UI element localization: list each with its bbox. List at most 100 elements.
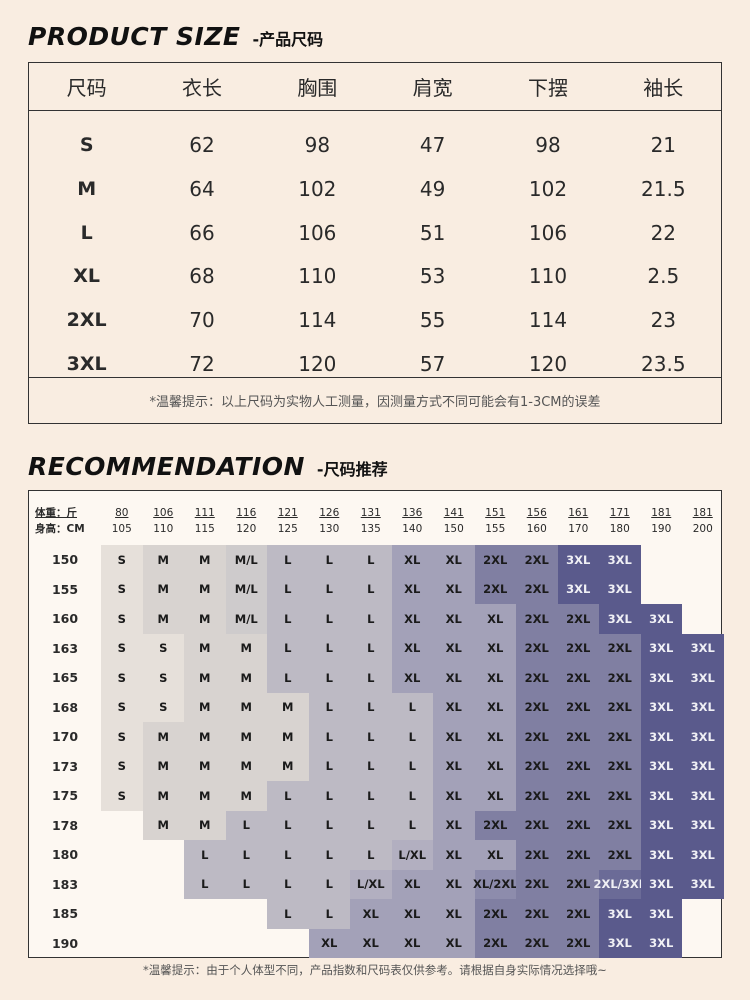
weight-column-header: 116 120 bbox=[226, 505, 266, 537]
height-range-value: 150 bbox=[443, 523, 464, 535]
product-size-subtitle: -产品尺码 bbox=[252, 30, 324, 49]
size-recommendation-cell: L bbox=[267, 574, 309, 604]
size-recommendation-cell: 3XL bbox=[682, 692, 724, 722]
size-recommendation-cell: XL bbox=[350, 899, 392, 929]
size-recommendation-cell: XL bbox=[350, 928, 392, 958]
header-cell: 尺码 bbox=[66, 76, 107, 100]
size-value-cell: 102 bbox=[298, 176, 337, 201]
size-recommendation-cell: 2XL bbox=[557, 899, 599, 929]
size-recommendation-cell: XL bbox=[433, 604, 475, 634]
size-recommendation-cell: L bbox=[391, 781, 433, 811]
height-row-label: 168 bbox=[51, 699, 79, 715]
size-recommendation-cell: 2XL bbox=[557, 810, 599, 840]
size-recommendation-cell: 3XL bbox=[682, 840, 724, 870]
size-recommendation-cell: M bbox=[267, 692, 309, 722]
header-cell: 衣长 bbox=[181, 76, 222, 100]
size-value-cell: 49 bbox=[419, 176, 446, 201]
height-row-label: 150 bbox=[51, 552, 79, 568]
size-recommendation-cell: 2XL bbox=[516, 840, 558, 870]
size-recommendation-cell: S bbox=[101, 751, 143, 781]
size-recommendation-cell: XL bbox=[433, 928, 475, 958]
size-recommendation-cell: M/L bbox=[225, 574, 267, 604]
header-cell: 袖长 bbox=[643, 76, 684, 100]
size-recommendation-cell: L bbox=[391, 810, 433, 840]
weight-column-header: 171 180 bbox=[600, 505, 640, 537]
weight-value: 121 bbox=[277, 507, 298, 519]
weight-value: 111 bbox=[194, 507, 215, 519]
size-recommendation-cell: M bbox=[142, 810, 184, 840]
size-recommendation-cell: 2XL bbox=[557, 781, 599, 811]
size-value-cell: 110 bbox=[298, 264, 337, 289]
size-recommendation-cell: XL bbox=[433, 692, 475, 722]
size-recommendation-cell: 2XL bbox=[557, 869, 599, 899]
size-recommendation-cell: 2XL bbox=[557, 751, 599, 781]
size-recommendation-cell: 2XL bbox=[516, 633, 558, 663]
size-recommendation-cell: 2XL bbox=[557, 633, 599, 663]
size-recommendation-cell: L bbox=[308, 604, 350, 634]
size-recommendation-cell: M bbox=[142, 574, 184, 604]
size-recommendation-cell: 3XL bbox=[599, 574, 641, 604]
size-recommendation-cell: 3XL bbox=[599, 899, 641, 929]
size-label-cell: L bbox=[80, 221, 93, 244]
size-recommendation-cell: 2XL bbox=[599, 840, 641, 870]
size-recommendation-cell: XL bbox=[391, 928, 433, 958]
size-recommendation-cell: XL bbox=[433, 663, 475, 693]
size-value-cell: 57 bbox=[419, 352, 446, 376]
size-recommendation-cell: M bbox=[184, 663, 226, 693]
size-recommendation-cell: M bbox=[142, 604, 184, 634]
size-recommendation-cell: 2XL/3XL bbox=[593, 869, 646, 899]
size-recommendation-cell: 3XL bbox=[682, 781, 724, 811]
size-recommendation-cell: XL bbox=[433, 781, 475, 811]
size-recommendation-cell: L bbox=[350, 751, 392, 781]
size-value-cell: 62 bbox=[189, 133, 215, 157]
size-recommendation-cell: M bbox=[142, 781, 184, 811]
size-recommendation-cell: 2XL bbox=[557, 840, 599, 870]
height-range-value: 200 bbox=[692, 523, 713, 535]
size-value-cell: 114 bbox=[528, 308, 568, 333]
recommendation-note: *温馨提示：由于个人体型不同，产品指数和尺码表仅供参考。请根据自身实际情况选择哦… bbox=[143, 963, 607, 977]
size-recommendation-cell: 3XL bbox=[682, 869, 724, 899]
size-recommendation-cell: L bbox=[184, 869, 226, 899]
size-value-cell: 23.5 bbox=[641, 352, 686, 376]
height-range-value: 120 bbox=[236, 523, 257, 535]
header-cell: 肩宽 bbox=[412, 76, 453, 100]
weight-value: 126 bbox=[319, 507, 340, 519]
size-recommendation-cell: 3XL bbox=[640, 869, 682, 899]
size-recommendation-cell: L bbox=[267, 869, 309, 899]
height-range-value: 160 bbox=[526, 523, 547, 535]
corner-weight-label: 体重：斤 bbox=[35, 507, 77, 519]
size-recommendation-cell: M bbox=[225, 663, 267, 693]
size-recommendation-cell: M bbox=[184, 545, 226, 575]
size-recommendation-cell: S bbox=[101, 663, 143, 693]
size-label-cell: M bbox=[77, 177, 97, 200]
weight-column-header: 181 190 bbox=[641, 505, 681, 537]
height-row-label: 165 bbox=[51, 670, 79, 686]
size-value-cell: 98 bbox=[535, 133, 561, 157]
size-recommendation-cell: S bbox=[101, 722, 143, 752]
recommendation-title: RECOMMENDATION bbox=[28, 452, 305, 481]
weight-value: 131 bbox=[360, 507, 381, 519]
size-recommendation-cell: 3XL bbox=[682, 751, 724, 781]
size-recommendation-cell: M bbox=[142, 545, 184, 575]
size-recommendation-cell: L bbox=[350, 781, 392, 811]
size-recommendation-cell: 2XL bbox=[516, 899, 558, 929]
size-recommendation-cell: L bbox=[267, 899, 309, 929]
size-recommendation-cell: XL bbox=[433, 810, 475, 840]
size-value-cell: 53 bbox=[419, 264, 446, 289]
size-recommendation-cell: 2XL bbox=[516, 604, 558, 634]
size-recommendation-cell: M bbox=[184, 810, 226, 840]
size-recommendation-cell: 2XL bbox=[474, 545, 516, 575]
height-range-value: 115 bbox=[194, 523, 215, 535]
product-size-title: PRODUCT SIZE bbox=[28, 22, 241, 51]
size-recommendation-cell: L/XL bbox=[391, 840, 433, 870]
weight-value: 116 bbox=[236, 507, 257, 519]
size-recommendation-cell: 2XL bbox=[599, 722, 641, 752]
size-recommendation-cell: 3XL bbox=[640, 840, 682, 870]
size-label-cell: S bbox=[79, 134, 94, 156]
size-recommendation-cell: XL bbox=[391, 604, 433, 634]
size-recommendation-cell: 3XL bbox=[682, 663, 724, 693]
size-recommendation-cell: XL/2XL bbox=[473, 869, 518, 899]
size-recommendation-cell: L bbox=[350, 604, 392, 634]
size-recommendation-cell: 2XL bbox=[474, 928, 516, 958]
size-recommendation-cell: 3XL bbox=[640, 722, 682, 752]
